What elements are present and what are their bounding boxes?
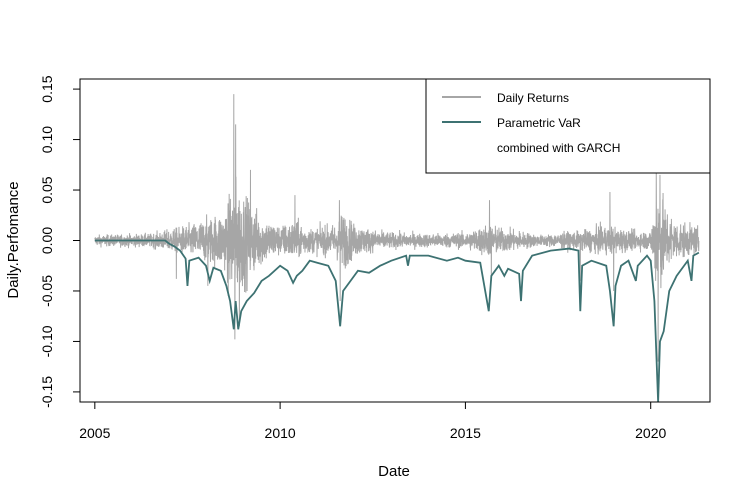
x-tick-label: 2010 xyxy=(265,425,296,441)
y-axis: 0.15 0.10 0.05 0.00 -0.05 -0.10 -0.15 xyxy=(39,75,81,408)
x-tick-label: 2005 xyxy=(79,425,110,441)
legend-daily-returns-label: Daily Returns xyxy=(497,91,569,105)
x-tick-label: 2020 xyxy=(635,425,666,441)
y-tick-label: -0.15 xyxy=(39,376,55,408)
legend-box xyxy=(425,78,711,174)
parametric-var-series xyxy=(94,239,700,403)
y-tick-label: 0.00 xyxy=(39,227,55,254)
y-tick-label: 0.15 xyxy=(39,75,55,102)
x-axis: 2005 2010 2015 2020 xyxy=(79,401,666,441)
y-tick-label: -0.10 xyxy=(39,325,55,357)
x-tick-label: 2015 xyxy=(450,425,481,441)
x-axis-label: Date xyxy=(378,463,410,480)
legend: Daily Returns Parametric VaR combined wi… xyxy=(425,78,711,174)
parametric-var-line xyxy=(94,239,700,403)
daily-returns-line xyxy=(94,94,700,362)
daily-returns-series xyxy=(94,94,700,362)
legend-garch-label: combined with GARCH xyxy=(497,141,620,155)
y-tick-label: 0.05 xyxy=(39,176,55,203)
y-axis-label: Daily.Perfomance xyxy=(5,181,22,298)
legend-parametric-var-label: Parametric VaR xyxy=(497,116,581,130)
y-tick-label: -0.05 xyxy=(39,275,55,307)
y-tick-label: 0.10 xyxy=(39,126,55,153)
